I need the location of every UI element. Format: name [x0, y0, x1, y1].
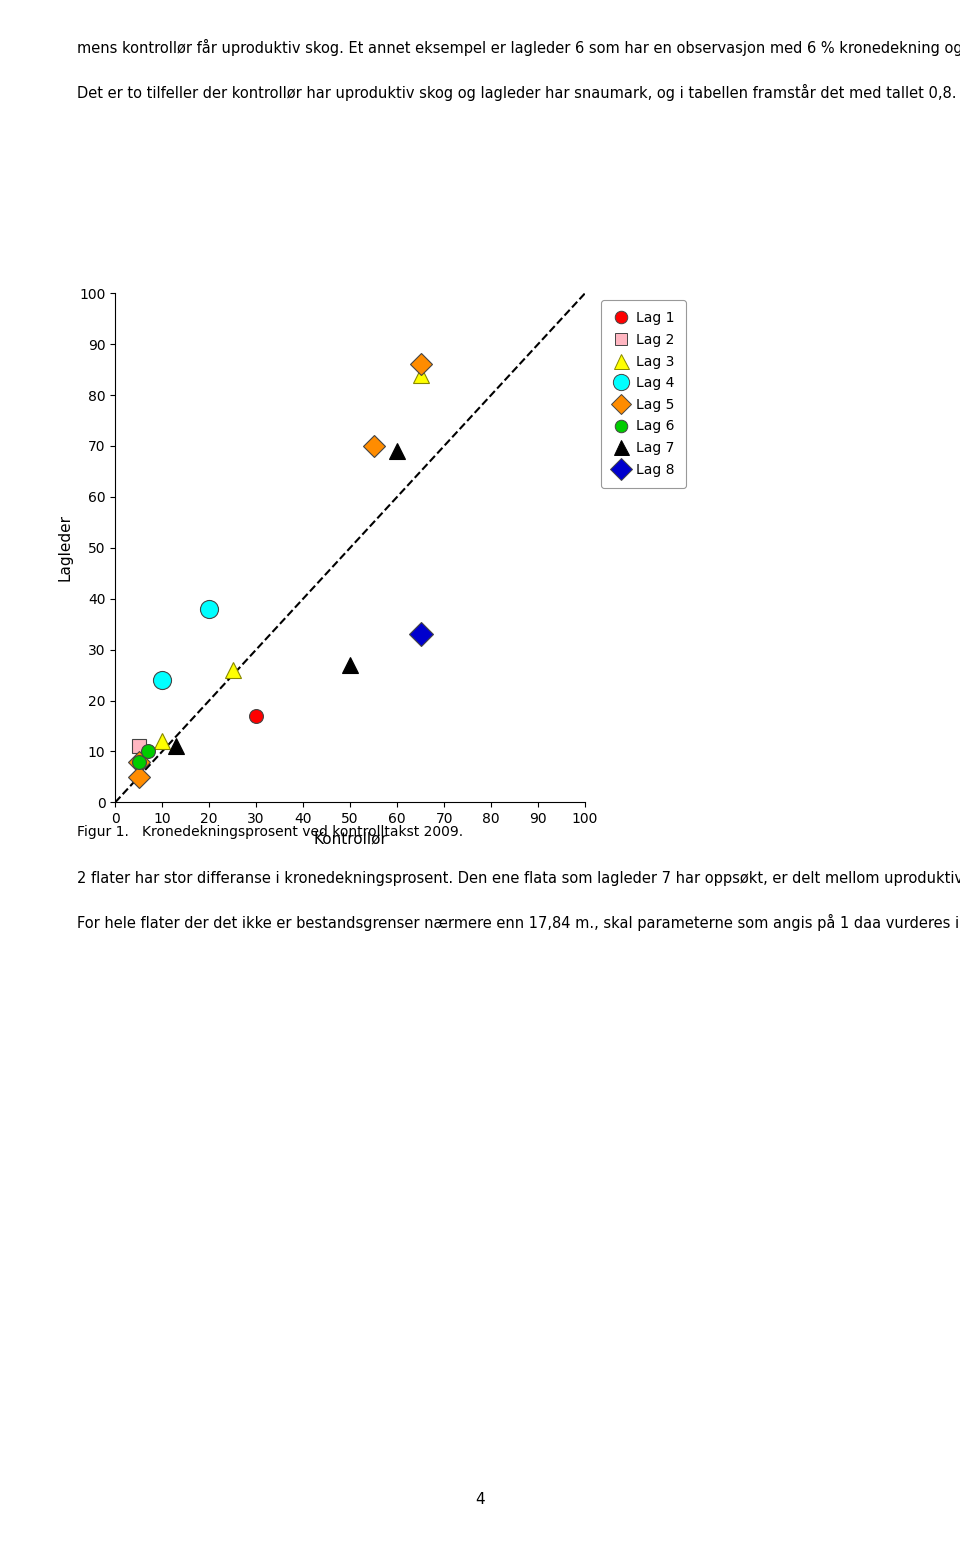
Legend: Lag 1, Lag 2, Lag 3, Lag 4, Lag 5, Lag 6, Lag 7, Lag 8: Lag 1, Lag 2, Lag 3, Lag 4, Lag 5, Lag 6…	[602, 301, 685, 488]
Text: 2 flater har stor differanse i kronedekningsprosent. Den ene flata som lagleder : 2 flater har stor differanse i kronedekn…	[77, 869, 960, 930]
Text: mens kontrollør får uproduktiv skog. Et annet eksempel er lagleder 6 som har en : mens kontrollør får uproduktiv skog. Et …	[77, 39, 960, 100]
Y-axis label: Lagleder: Lagleder	[58, 514, 72, 582]
Text: Figur 1.   Kronedekningsprosent ved kontrolltakst 2009.: Figur 1. Kronedekningsprosent ved kontro…	[77, 824, 463, 839]
X-axis label: Kontrollør: Kontrollør	[313, 832, 387, 847]
Text: 4: 4	[475, 1492, 485, 1508]
